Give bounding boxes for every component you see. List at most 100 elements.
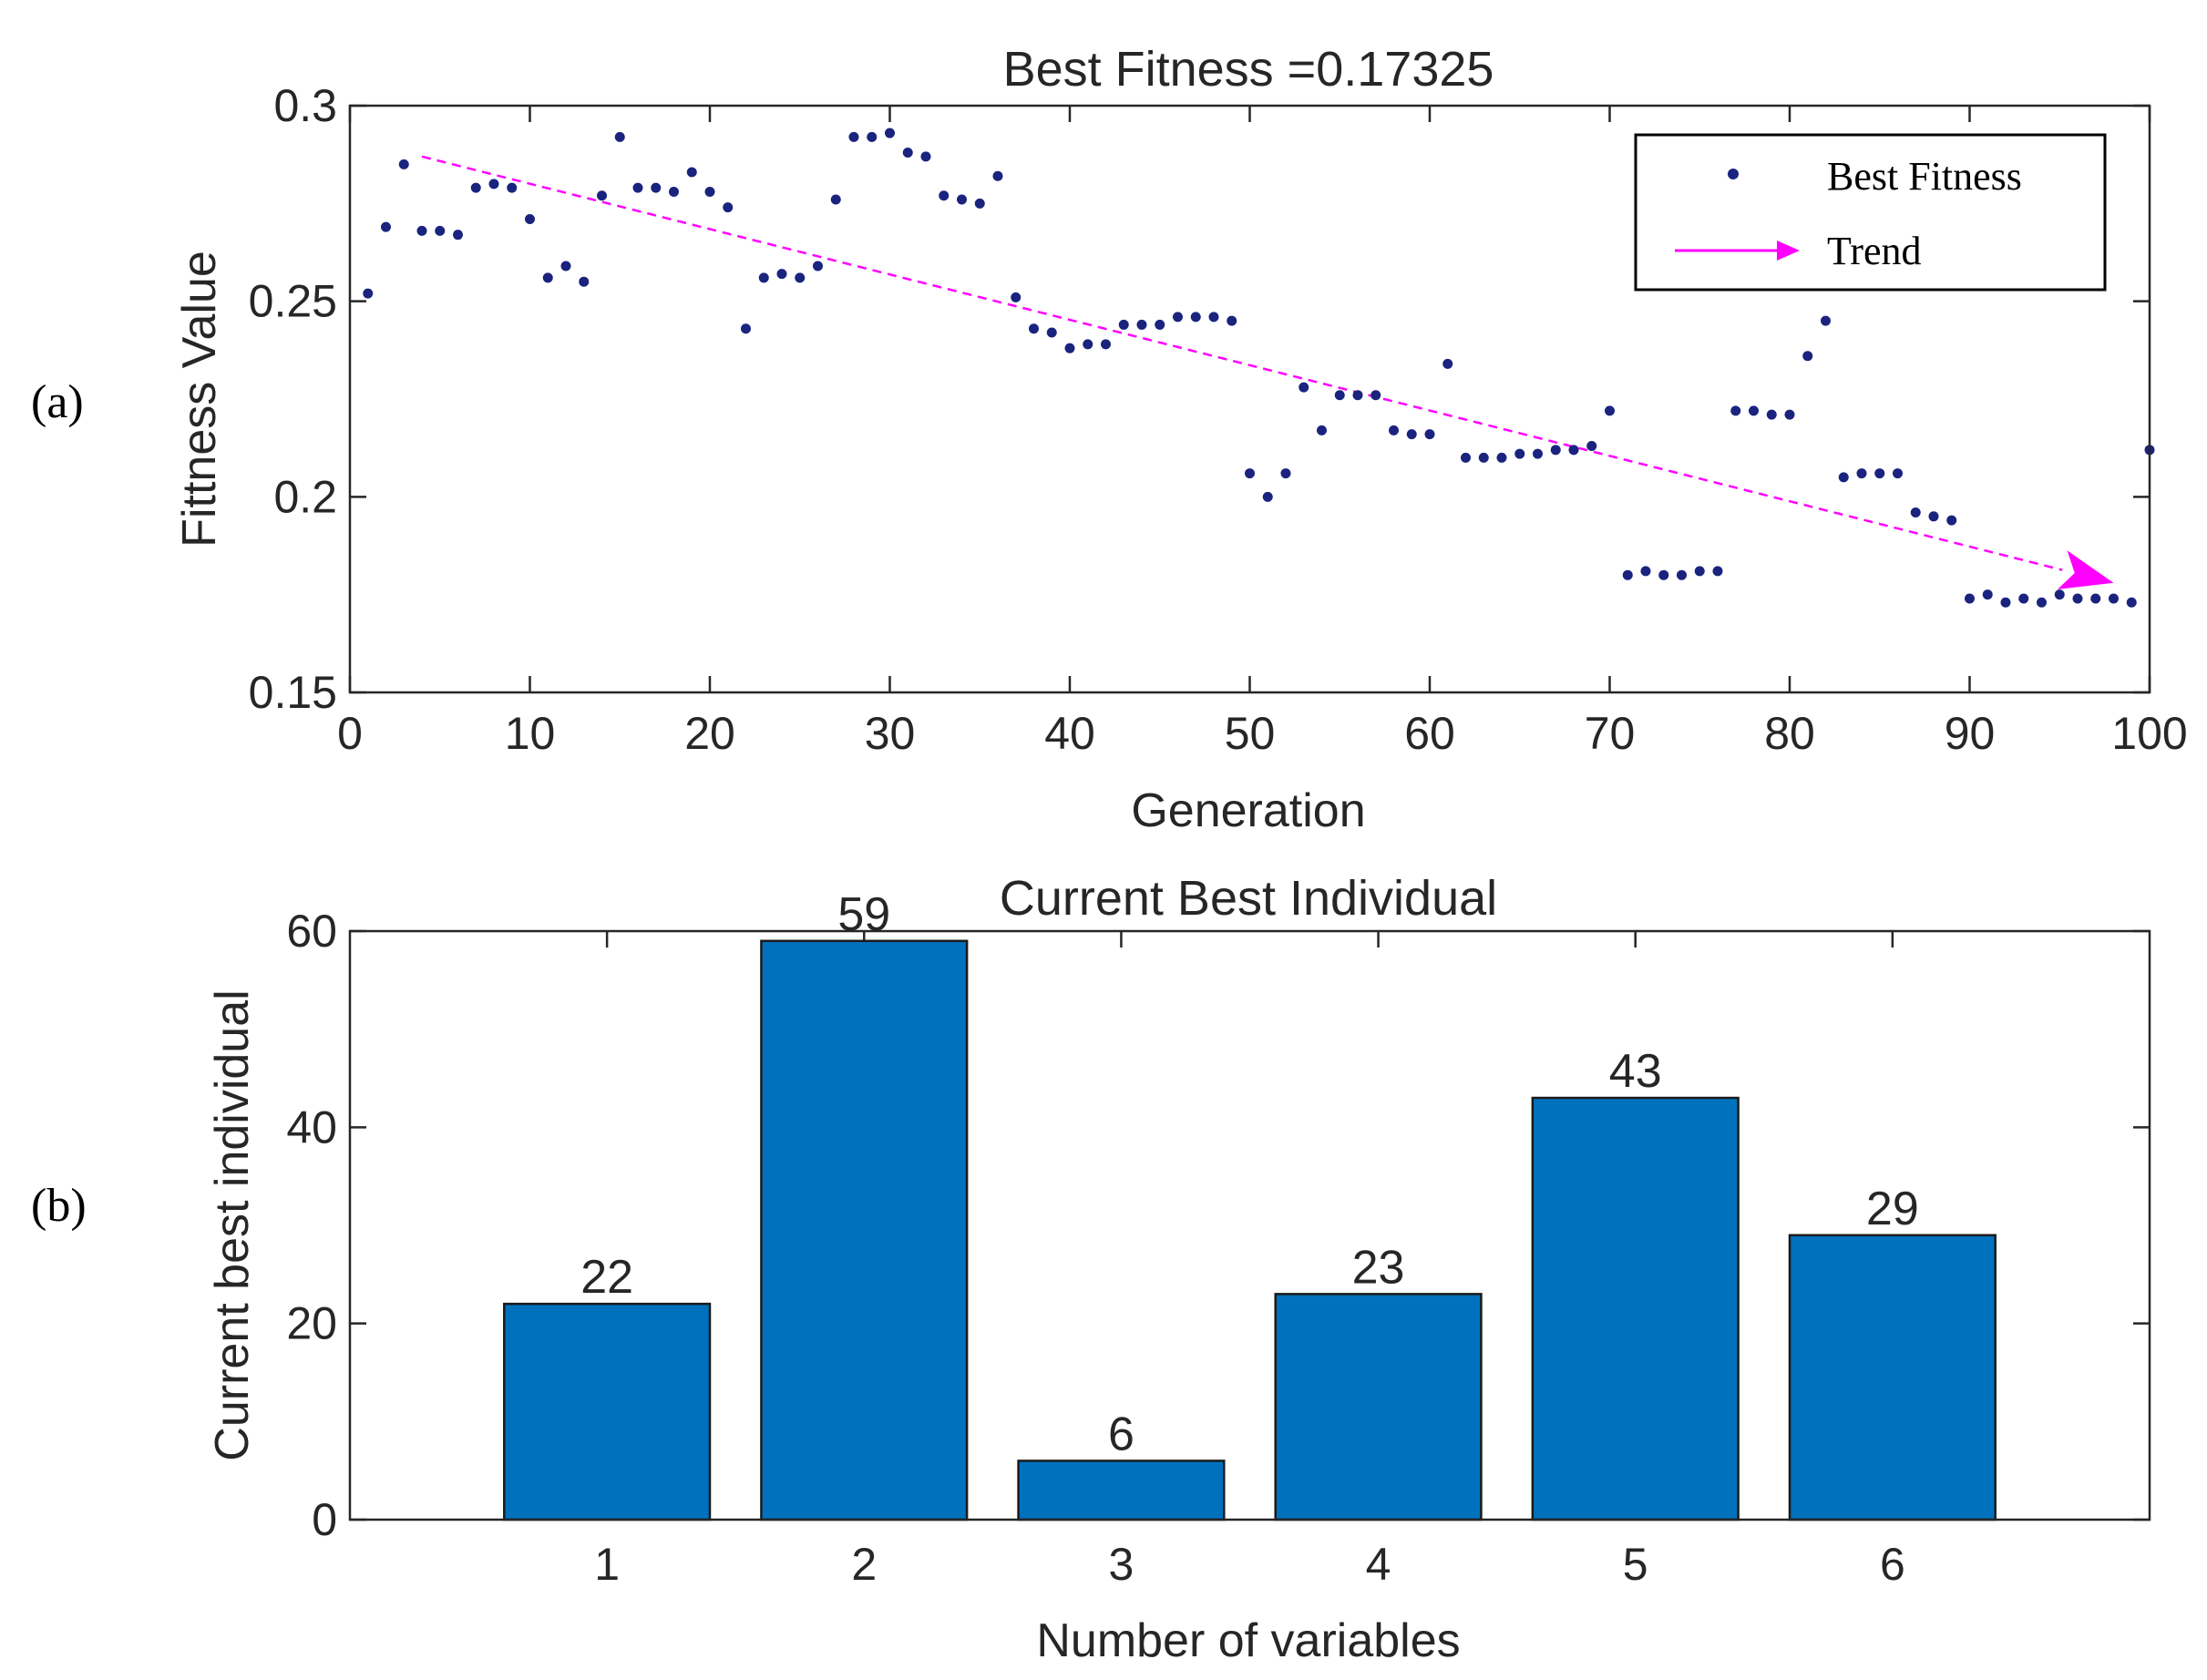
panel-label-b: (b) [31,1180,87,1232]
bar-data-label: 6 [1108,1408,1134,1460]
bar-3 [1017,1460,1226,1521]
best-individual-y-tick-label: 40 [286,1101,337,1152]
best-fitness-point [776,269,787,280]
best-fitness-point [848,131,859,142]
best-fitness-point [813,261,823,271]
best-individual-x-axis-label: Number of variables [1036,1614,1460,1667]
best-fitness-point [1821,315,1831,326]
best-fitness-point [470,182,481,193]
best-fitness-point [1856,468,1867,479]
best-individual-data-labels: 22 59 6 23 43 29 [580,888,1919,1461]
best-fitness-point [1029,323,1039,334]
best-fitness-point [2000,597,2011,608]
best-fitness-point [416,225,427,236]
trend-line [421,155,2063,571]
best-fitness-point [1694,566,1705,577]
best-fitness-point [1712,566,1723,577]
best-fitness-point [398,159,409,169]
legend-label-trend: Trend [1827,229,1922,273]
best-individual-x-tick-label: 3 [1109,1539,1134,1590]
best-fitness-point [1730,405,1741,416]
best-fitness-point [830,194,841,205]
best-fitness-point [1658,569,1669,580]
best-fitness-point [957,194,967,205]
fitness-x-axis-label: Generation [1131,784,1365,837]
best-fitness-point [741,323,751,334]
best-individual-bars [503,939,1997,1521]
best-fitness-point [1011,292,1021,302]
best-fitness-point [488,179,499,190]
fitness-x-tick-label: 20 [684,708,735,759]
best-individual-chart-title: Current Best Individual [1000,871,1497,926]
bar-6 [1788,1234,1997,1521]
best-fitness-point [1208,312,1219,323]
best-fitness-point [1101,339,1111,350]
fitness-axes-box [348,104,2151,694]
best-fitness-point [2090,593,2101,604]
best-fitness-point [1245,468,1255,479]
best-fitness-point [867,131,878,142]
best-individual-x-tick-label: 4 [1366,1539,1391,1590]
best-fitness-point [686,167,697,178]
best-fitness-point [920,151,931,162]
fitness-chart-panel: (a) Best Fitness =0.17325 0 10 20 30 40 50 60 7… [31,42,2188,837]
best-fitness-point [704,186,715,197]
best-fitness-point [560,261,571,271]
fitness-tick-labels: 0 10 20 30 40 50 60 70 80 90 100 0.15 0.2 0.25 0.3 [249,80,2188,759]
fitness-y-tick-label: 0.15 [249,667,337,718]
best-fitness-point [1622,569,1633,580]
best-fitness-point [1874,468,1885,479]
best-fitness-point [1046,327,1057,338]
best-fitness-point [1749,405,1759,416]
best-fitness-point [902,148,913,159]
fitness-y-axis-label: Fittness Value [173,251,226,548]
legend-marker-best-fitness [1728,169,1739,179]
best-fitness-point [1838,472,1849,483]
best-fitness-point [1155,319,1165,330]
bar-data-label: 22 [580,1251,633,1304]
bar-data-label: 23 [1352,1241,1405,1294]
best-fitness-point [1982,589,1993,600]
best-fitness-point [1568,445,1579,456]
best-individual-x-tick-label: 1 [594,1539,620,1590]
fitness-x-tick-label: 40 [1044,708,1095,759]
best-fitness-point [2072,593,2083,604]
best-fitness-point [1766,409,1777,420]
best-fitness-point [2109,593,2119,604]
best-individual-axes-box [348,929,2151,1521]
best-fitness-point [1118,319,1129,330]
best-fitness-point [723,202,734,213]
fitness-x-tick-label: 50 [1225,708,1276,759]
best-fitness-point [1389,425,1399,435]
best-fitness-point [1802,351,1813,362]
best-fitness-point [507,182,518,193]
bar-2 [760,939,969,1521]
fitness-x-tick-label: 80 [1764,708,1815,759]
best-fitness-point [1677,569,1687,580]
best-fitness-point [1190,312,1201,323]
best-fitness-point [1893,468,1903,479]
best-fitness-point [632,182,643,193]
bar-5 [1531,1096,1740,1521]
best-fitness-point [1640,566,1651,577]
best-fitness-point [542,272,553,283]
best-individual-x-tick-label: 2 [851,1539,877,1590]
best-individual-y-tick-label: 20 [286,1298,337,1349]
fitness-chart-title: Best Fitness =0.17325 [1003,42,1494,97]
best-fitness-point [363,288,374,299]
fitness-x-tick-label: 10 [505,708,556,759]
best-fitness-point [1533,448,1543,459]
best-fitness-point [1334,390,1345,401]
fitness-y-tick-label: 0.25 [249,276,337,327]
panel-label-a: (a) [31,376,84,428]
best-individual-x-tick-label: 5 [1623,1539,1648,1590]
legend-box [1634,133,2107,292]
best-fitness-point [435,225,446,236]
best-fitness-point [1064,343,1075,353]
best-fitness-point [2037,597,2047,608]
best-fitness-point [1280,468,1291,479]
fitness-x-tick-label: 60 [1404,708,1455,759]
best-fitness-point [1442,358,1453,369]
